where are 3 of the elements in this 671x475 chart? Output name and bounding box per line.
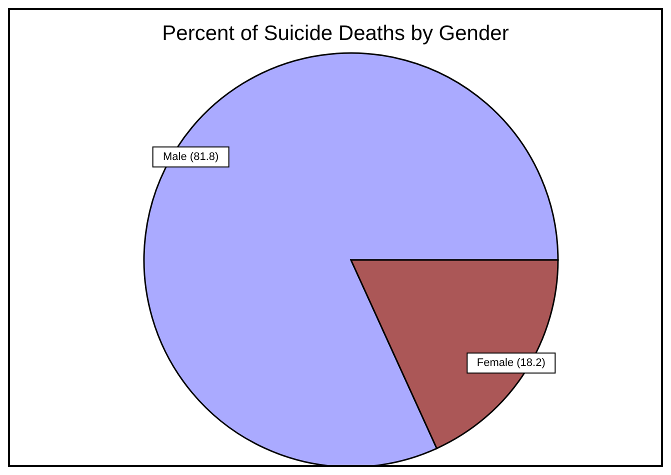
- chart-title: Percent of Suicide Deaths by Gender: [161, 22, 510, 46]
- slice-label: Female (18.2): [476, 357, 546, 370]
- slice-label: Male (81.8): [163, 150, 219, 163]
